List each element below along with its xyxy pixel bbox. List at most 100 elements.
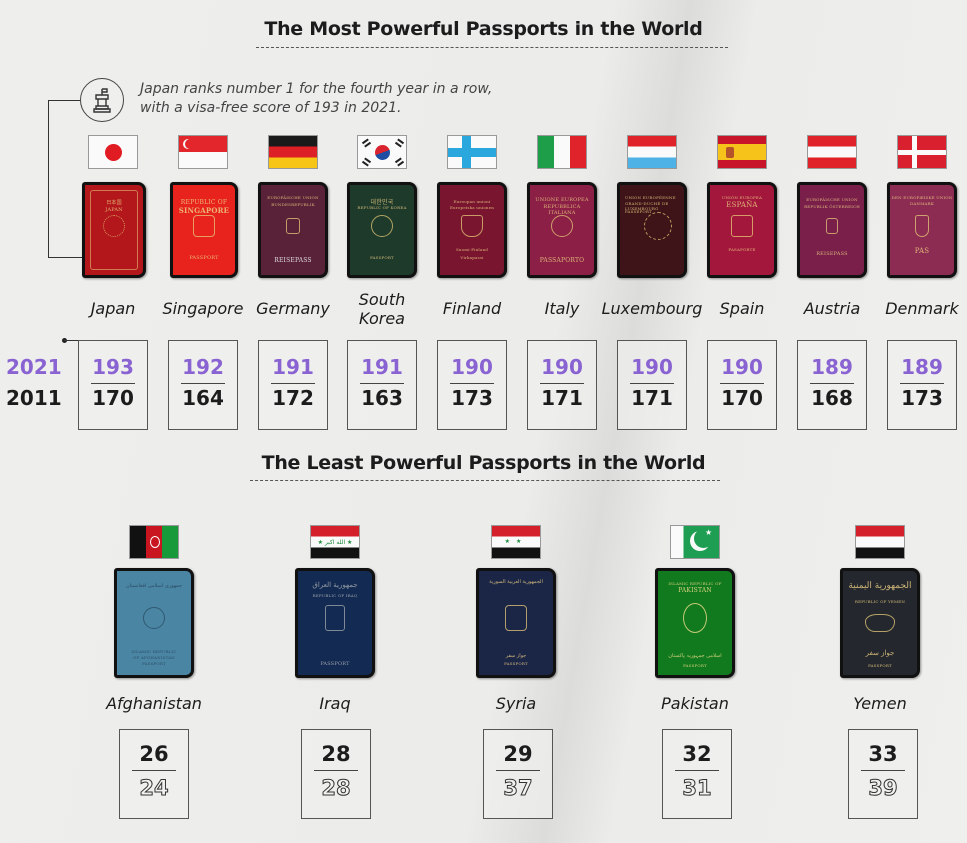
flag-luxembourg-icon	[627, 135, 677, 169]
passport-italy: UNIONE EUROPEA REPUBBLICA ITALIANA PASSA…	[527, 182, 597, 278]
country-name: Pakistan	[661, 694, 729, 713]
score-box: 189 168	[797, 340, 867, 430]
country-name: Syria	[495, 694, 537, 713]
year-label-2011: 2011	[6, 386, 62, 410]
score-2021: 192	[182, 355, 224, 379]
country-name: Yemen	[853, 694, 907, 713]
passport-luxembourg: UNION EUROPÉENNE GRAND-DUCHÉ DE LUXEMBOU…	[617, 182, 687, 278]
score-2011: 173	[901, 386, 943, 410]
score-box: 26 24	[119, 729, 189, 819]
country-name: Iraq	[319, 694, 351, 713]
connector-line	[64, 340, 80, 341]
passport-yemen: الجمهورية اليمنية REPUBLIC OF YEMEN جواز…	[840, 568, 920, 678]
score-box: 32 31	[662, 729, 732, 819]
passport-singapore: REPUBLIC OF SINGAPORE PASSPORT	[170, 182, 238, 278]
score-2011: 37	[503, 776, 533, 801]
passport-finland: Euroopan unioni Europeiska unionen Suomi…	[437, 182, 507, 278]
score-divider	[900, 383, 944, 384]
score-2011: 24	[139, 776, 169, 801]
connector-line	[48, 257, 82, 258]
score-2021: 191	[361, 355, 403, 379]
flag-denmark-icon	[897, 135, 947, 169]
country-name-line-1: South	[358, 290, 406, 309]
score-box: 191 163	[347, 340, 417, 430]
country-name: Luxembourg	[601, 299, 703, 318]
country-name: Germany	[256, 299, 330, 318]
score-2021: 189	[901, 355, 943, 379]
score-box: 190 171	[617, 340, 687, 430]
country-name: Italy	[544, 299, 580, 318]
flag-austria-icon	[807, 135, 857, 169]
flag-japan-icon	[88, 135, 138, 169]
passport-iraq: جمهورية العراق REPUBLIC OF IRAQ PASSPORT	[295, 568, 375, 678]
country-name: Japan	[90, 299, 136, 318]
country-name: South Korea	[337, 290, 427, 328]
score-2011: 171	[541, 386, 583, 410]
flag-yemen-icon	[855, 525, 905, 559]
note-line-1: Japan ranks number 1 for the fourth year…	[140, 81, 493, 97]
flag-germany-icon	[268, 135, 318, 169]
score-2011: 39	[868, 776, 898, 801]
score-2021: 26	[139, 742, 169, 766]
passport-pakistan: ISLAMIC REPUBLIC OF PAKISTAN اسلامی جمہو…	[655, 568, 735, 678]
passport-germany: EUROPÄISCHE UNION BUNDESREPUBLIK REISEPA…	[258, 182, 328, 278]
score-2021: 189	[811, 355, 853, 379]
flag-italy-icon	[537, 135, 587, 169]
score-divider	[132, 770, 176, 771]
score-2011: 28	[321, 776, 351, 801]
score-2011: 173	[451, 386, 493, 410]
score-2021: 190	[451, 355, 493, 379]
score-2021: 190	[631, 355, 673, 379]
score-2011: 172	[272, 386, 314, 410]
score-2021: 29	[503, 742, 533, 766]
score-box: 190 170	[707, 340, 777, 430]
flag-afghanistan-icon	[129, 525, 179, 559]
score-2021: 33	[868, 742, 898, 766]
score-divider	[720, 383, 764, 384]
passport-south-korea: 대한민국 REPUBLIC OF KOREA PASSPORT	[347, 182, 417, 278]
note-line-2: with a visa-free score of 193 in 2021.	[140, 100, 402, 116]
flag-finland-icon	[447, 135, 497, 169]
score-2011: 168	[811, 386, 853, 410]
score-divider	[810, 383, 854, 384]
score-2021: 32	[682, 742, 712, 766]
score-divider	[450, 383, 494, 384]
score-2011: 164	[182, 386, 224, 410]
score-divider	[271, 383, 315, 384]
country-name: Denmark	[885, 299, 959, 318]
passport-denmark: DEN EUROPÆISKE UNION DANMARK PAS	[887, 182, 957, 278]
score-divider	[675, 770, 719, 771]
score-divider	[540, 383, 584, 384]
score-box: 192 164	[168, 340, 238, 430]
passport-syria: الجمهورية العربية السورية جواز سفر PASSP…	[476, 568, 556, 678]
score-divider	[861, 770, 905, 771]
score-2011: 163	[361, 386, 403, 410]
score-box: 190 171	[527, 340, 597, 430]
score-2011: 170	[721, 386, 763, 410]
title-divider	[256, 47, 728, 48]
score-divider	[496, 770, 540, 771]
score-2021: 28	[321, 742, 351, 766]
flag-spain-icon	[717, 135, 767, 169]
score-divider	[181, 383, 225, 384]
score-2011: 171	[631, 386, 673, 410]
country-name-line-2: Korea	[359, 309, 405, 328]
score-box: 190 173	[437, 340, 507, 430]
passport-austria: EUROPÄISCHE UNION REPUBLIK ÖSTERREICH RE…	[797, 182, 867, 278]
score-box: 191 172	[258, 340, 328, 430]
passport-japan: 日本国 JAPAN	[82, 182, 146, 278]
flag-syria-icon: ★★	[491, 525, 541, 559]
connector-line	[48, 100, 80, 101]
country-name: Spain	[719, 299, 765, 318]
flag-singapore-icon	[178, 135, 228, 169]
score-divider	[360, 383, 404, 384]
score-2021: 191	[272, 355, 314, 379]
year-label-2021: 2021	[6, 355, 62, 379]
connector-line	[48, 100, 49, 257]
passport-afghanistan: جمهوری اسلامی افغانستان ISLAMIC REPUBLIC…	[114, 568, 194, 678]
score-box: 193 170	[78, 340, 148, 430]
score-2011: 170	[92, 386, 134, 410]
country-name: Singapore	[162, 299, 244, 318]
score-box: 29 37	[483, 729, 553, 819]
score-2021: 190	[721, 355, 763, 379]
